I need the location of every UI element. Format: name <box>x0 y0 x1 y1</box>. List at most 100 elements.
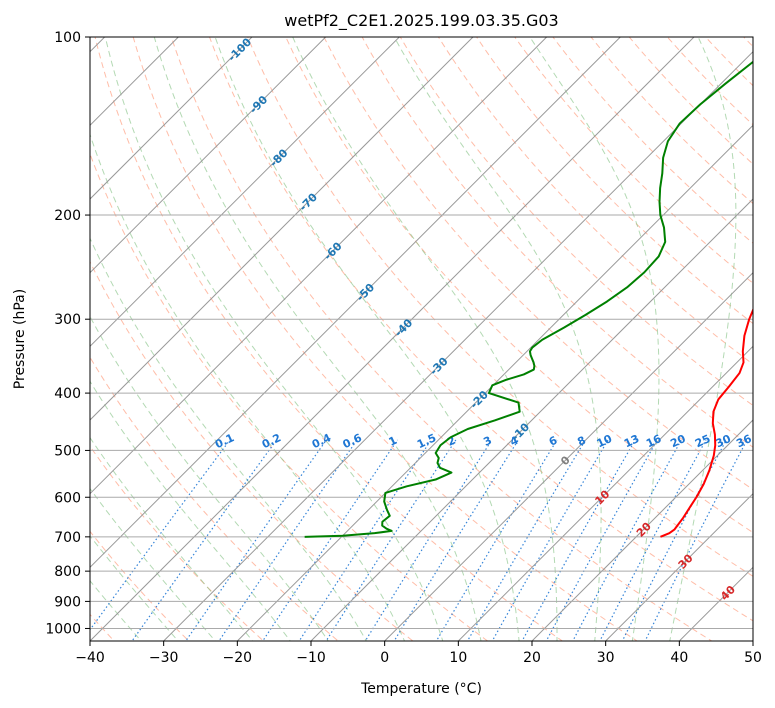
moist-adiabat-line <box>90 237 367 641</box>
moist-adiabat-line <box>90 487 216 641</box>
y-tick-label: 900 <box>54 594 81 610</box>
x-tick-label: −20 <box>223 650 253 666</box>
mixing-ratio-line <box>466 439 586 641</box>
isotherm-line <box>90 37 327 274</box>
dry-adiabat-line <box>285 37 753 534</box>
mixing-ratio-label: 16 <box>644 432 664 450</box>
isotherm-line <box>90 37 695 641</box>
mixing-ratio-labels: 0.1 0.2 0.4 0.6 1 1.5 2 3 4 6 8 10 13 16 20 25 30 36 <box>213 431 753 451</box>
y-tick-label: 100 <box>54 30 81 46</box>
mixing-ratio-lines <box>90 439 748 641</box>
y-tick-label: 500 <box>54 443 81 459</box>
isotherm-line <box>236 124 753 641</box>
x-tick-label: 40 <box>670 650 688 666</box>
mixing-ratio-line <box>621 439 727 641</box>
isotherm-line <box>163 50 753 641</box>
mixing-ratio-line <box>435 439 558 641</box>
dry-adiabat-line <box>94 37 564 641</box>
dry-adiabat-line <box>90 260 414 641</box>
plot-area: 0.1 0.2 0.4 0.6 1 1.5 2 3 4 6 8 10 13 16 20 25 30 36-100-… <box>90 24 775 653</box>
x-tick-label: −10 <box>296 650 326 666</box>
moist-adiabat-line <box>669 37 737 641</box>
mixing-ratio-label: 3 <box>481 434 493 449</box>
moist-adiabat-line <box>529 37 660 641</box>
x-tick-label: −30 <box>149 650 179 666</box>
dry-adiabat-line <box>666 37 753 126</box>
dry-adiabats <box>90 24 775 653</box>
dry-adiabat-line <box>323 37 753 491</box>
mixing-ratio-line <box>364 439 493 641</box>
dry-adiabat-line <box>361 37 753 448</box>
mixing-ratio-label: 30 <box>714 432 734 450</box>
mixing-ratio-label: 20 <box>668 432 688 450</box>
isotherm-line <box>531 419 753 641</box>
dry-adiabat-line <box>628 37 753 165</box>
mixing-ratio-label: 0.6 <box>341 431 364 451</box>
isotherm-line <box>90 37 621 569</box>
isotherm-label: -100 <box>225 35 254 64</box>
mixing-ratio-label: 25 <box>693 432 712 450</box>
dry-adiabat-line <box>90 152 489 641</box>
x-tick-label: 30 <box>597 650 615 666</box>
dewpoint-line <box>304 60 753 538</box>
moist-adiabat-line <box>90 132 406 641</box>
x-tick-label: 50 <box>744 650 762 666</box>
moist-adiabat-line <box>90 315 329 641</box>
mixing-ratio-label: 13 <box>622 432 641 450</box>
mixing-ratio-label: 0.4 <box>310 431 333 451</box>
chart-title: wetPf2_C2E1.2025.199.03.35.G03 <box>284 11 558 31</box>
isotherm-line <box>310 198 753 641</box>
dry-adiabat-line <box>208 37 753 622</box>
isotherm-line <box>90 37 253 200</box>
mixing-ratio-line <box>262 439 399 641</box>
mixing-ratio-line <box>298 439 432 641</box>
isotherm-line <box>90 37 548 495</box>
dry-adiabat-line <box>590 37 753 205</box>
mixing-ratio-line <box>521 439 636 641</box>
mixing-ratio-label: 0.1 <box>213 431 236 451</box>
dry-adiabat-line <box>132 37 638 641</box>
isotherm-line <box>678 566 753 641</box>
dry-adiabat-line <box>90 530 190 641</box>
dry-adiabat-line <box>704 37 753 87</box>
mixing-ratio-label: 10 <box>595 432 615 450</box>
mixing-ratio-line <box>545 439 658 641</box>
dry-adiabat-line <box>90 445 265 641</box>
isotherm-line <box>90 37 400 348</box>
moist-adiabat-line <box>393 37 602 641</box>
x-tick-label: 10 <box>449 650 467 666</box>
dry-adiabat-line <box>90 356 340 641</box>
dry-adiabat-line <box>552 37 753 244</box>
mixing-ratio-line <box>90 439 231 631</box>
dry-adiabat-line <box>475 37 753 325</box>
mixing-ratio-label: 6 <box>547 434 560 449</box>
isobars <box>90 37 753 629</box>
dry-adiabat-line <box>399 37 753 407</box>
mixing-ratio-label: 0.2 <box>260 431 283 451</box>
isotherm-line <box>457 345 753 641</box>
dry-adiabat-line <box>170 37 713 641</box>
mixing-ratio-label: 1 <box>387 434 399 449</box>
x-axis-label: Temperature (°C) <box>360 681 482 697</box>
y-tick-label: 800 <box>54 564 81 580</box>
mixing-ratio-line <box>572 439 682 641</box>
x-tick-label: 20 <box>523 650 541 666</box>
moist-adiabat-line <box>90 579 142 641</box>
dry-adiabat-line <box>247 37 753 577</box>
y-tick-label: 1000 <box>45 621 81 637</box>
y-axis-label: Pressure (hPa) <box>12 289 28 389</box>
mixing-ratio-line <box>599 439 707 641</box>
y-tick-label: 300 <box>54 312 81 328</box>
dry-adiabat-line <box>769 24 775 653</box>
y-tick-label: 200 <box>54 208 81 224</box>
mixing-ratio-label: 1.5 <box>415 431 438 451</box>
moist-adiabat-line <box>214 37 520 641</box>
moist-adiabat-line <box>292 37 558 641</box>
y-tick-label: 400 <box>54 386 81 402</box>
isotherm-line <box>752 640 753 641</box>
mixing-ratio-line <box>644 439 748 641</box>
isotherm-line <box>605 492 753 641</box>
temperature-line <box>660 307 753 538</box>
isotherm-line <box>384 271 753 641</box>
